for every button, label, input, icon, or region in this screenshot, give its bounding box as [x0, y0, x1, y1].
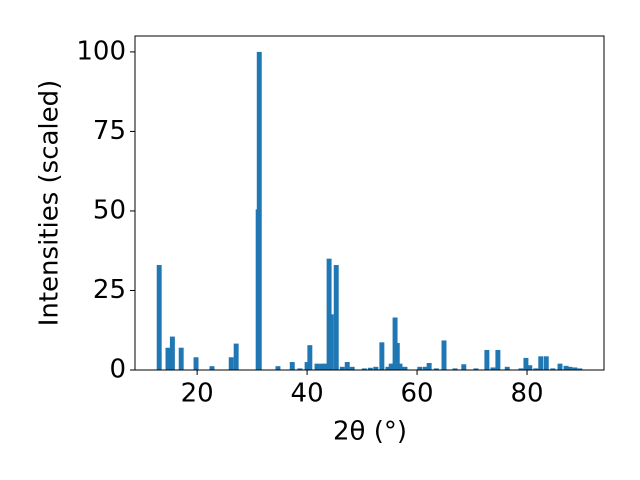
bar: [314, 363, 320, 370]
bar: [557, 363, 563, 370]
bar: [518, 368, 524, 370]
bar: [339, 366, 345, 370]
y-tick-label: 25: [93, 275, 126, 305]
bar: [567, 366, 573, 370]
bar: [275, 366, 281, 370]
bar: [550, 368, 556, 370]
bar: [452, 368, 458, 370]
bar: [397, 363, 403, 370]
x-tick-label: 20: [181, 379, 214, 409]
y-tick-label: 50: [93, 195, 126, 225]
bar: [495, 349, 501, 370]
bar: [367, 367, 373, 370]
bar: [304, 362, 310, 370]
bar: [533, 368, 539, 370]
bar: [563, 365, 569, 370]
bar: [349, 366, 355, 370]
bar: [473, 368, 479, 370]
bar: [289, 362, 295, 370]
bar: [543, 356, 549, 370]
bar: [319, 363, 325, 370]
bar: [577, 368, 583, 370]
y-axis-label: Intensities (scaled): [35, 80, 65, 327]
bar: [484, 349, 490, 370]
bar: [572, 367, 578, 370]
bar: [379, 342, 385, 370]
bar: [333, 265, 339, 370]
bar: [538, 356, 544, 370]
bar: [307, 345, 313, 370]
bar: [433, 368, 439, 370]
bar: [523, 357, 529, 370]
bar: [209, 366, 215, 370]
plot-frame: [134, 35, 605, 371]
bar: [169, 336, 175, 370]
y-tick-label: 0: [109, 355, 126, 385]
bar: [165, 347, 171, 370]
bar: [461, 364, 467, 370]
x-tick-label: 40: [291, 379, 324, 409]
x-tick-label: 60: [401, 379, 434, 409]
bar: [504, 366, 510, 370]
bar: [373, 366, 379, 370]
bar: [228, 357, 234, 370]
bar: [422, 366, 428, 370]
bar: [385, 366, 391, 370]
bar: [388, 363, 394, 370]
bar: [233, 343, 239, 370]
bar: [323, 363, 329, 370]
bar: [326, 258, 332, 370]
bar: [490, 367, 496, 370]
y-tick-label: 75: [93, 116, 126, 146]
x-axis-label: 2θ (°): [333, 417, 407, 447]
y-tick-label: 100: [76, 36, 126, 66]
bar: [297, 368, 303, 370]
bar: [441, 340, 447, 370]
bar: [328, 314, 334, 370]
bar: [426, 363, 432, 370]
bar: [527, 365, 533, 370]
bar: [178, 347, 184, 370]
bar: [402, 366, 408, 370]
bar: [193, 357, 199, 370]
bar: [156, 265, 162, 370]
bar: [344, 362, 350, 370]
bar: [256, 51, 262, 371]
bar: [394, 342, 400, 370]
bar: [417, 366, 423, 370]
bar: [361, 368, 367, 370]
x-tick-label: 80: [510, 379, 543, 409]
